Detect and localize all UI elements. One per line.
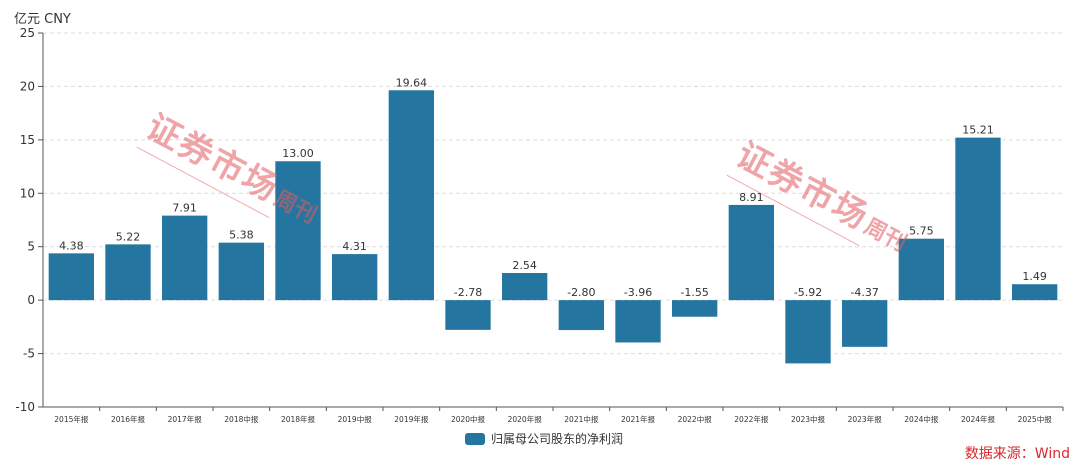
data-label: 2.54 [512, 259, 537, 272]
x-tick-label: 2015年报 [54, 414, 89, 424]
data-label: 1.49 [1022, 270, 1047, 283]
x-tick-label: 2016年报 [111, 414, 146, 424]
y-axis-unit-label: 亿元 CNY [14, 12, 71, 27]
bar [1012, 284, 1058, 301]
data-label: 13.00 [282, 147, 314, 160]
legend-label: 归属母公司股东的净利润 [491, 432, 624, 446]
data-label: 15.21 [962, 124, 994, 137]
bar [48, 253, 94, 301]
y-tick-label: 5 [27, 240, 35, 254]
bar [672, 300, 718, 317]
data-label: 8.91 [739, 191, 764, 204]
bar [105, 244, 151, 301]
bar [728, 204, 774, 301]
x-tick-label: 2024年报 [961, 414, 996, 424]
data-label: -1.55 [680, 286, 708, 299]
bar [332, 254, 378, 301]
data-label: -2.78 [454, 286, 482, 299]
bar [218, 242, 264, 301]
bar [842, 300, 888, 347]
data-label: 5.22 [116, 230, 141, 243]
bar [275, 161, 321, 301]
data-label: -5.92 [794, 286, 822, 299]
data-label: 7.91 [172, 202, 197, 215]
y-tick-label: 25 [20, 26, 35, 40]
y-tick-label: -10 [15, 400, 35, 414]
x-tick-label: 2025中报 [1018, 414, 1053, 424]
bar [162, 215, 208, 301]
x-tick-label: 2024中报 [904, 414, 939, 424]
y-tick-label: 20 [20, 79, 35, 93]
bar [785, 300, 831, 364]
x-tick-label: 2020中报 [451, 414, 486, 424]
bar [388, 90, 434, 301]
x-tick-label: 2019年报 [394, 414, 429, 424]
x-tick-label: 2021中报 [564, 414, 599, 424]
data-label: 5.38 [229, 229, 254, 242]
x-tick-label: 2017年报 [168, 414, 203, 424]
x-tick-label: 2019中报 [338, 414, 373, 424]
x-tick-label: 2023年报 [848, 414, 883, 424]
data-label: -3.96 [624, 286, 652, 299]
legend[interactable]: 归属母公司股东的净利润 [465, 430, 623, 447]
data-label: 5.75 [909, 225, 934, 238]
x-tick-label: 2020年报 [508, 414, 543, 424]
bar [445, 300, 491, 330]
y-tick-label: 0 [27, 293, 35, 307]
bar [615, 300, 661, 343]
bar [502, 273, 548, 301]
x-tick-label: 2018中报 [224, 414, 259, 424]
data-label: -2.80 [567, 286, 595, 299]
y-tick-label: 10 [20, 186, 35, 200]
bar [898, 238, 944, 301]
bar [558, 300, 604, 331]
bar [955, 137, 1001, 301]
y-tick-label: -5 [23, 347, 35, 361]
legend-swatch [465, 432, 485, 445]
source-label: 数据来源：Wind [964, 446, 1070, 462]
x-tick-label: 2022年报 [734, 414, 769, 424]
data-label: -4.37 [850, 286, 878, 299]
x-tick-label: 2022中报 [678, 414, 713, 424]
data-label: 4.38 [59, 239, 84, 252]
x-tick-label: 2021年报 [621, 414, 656, 424]
x-tick-label: 2018年报 [281, 414, 316, 424]
data-label: 19.64 [396, 76, 428, 89]
data-label: 4.31 [342, 240, 367, 253]
x-tick-label: 2023中报 [791, 414, 826, 424]
y-tick-label: 15 [20, 133, 35, 147]
